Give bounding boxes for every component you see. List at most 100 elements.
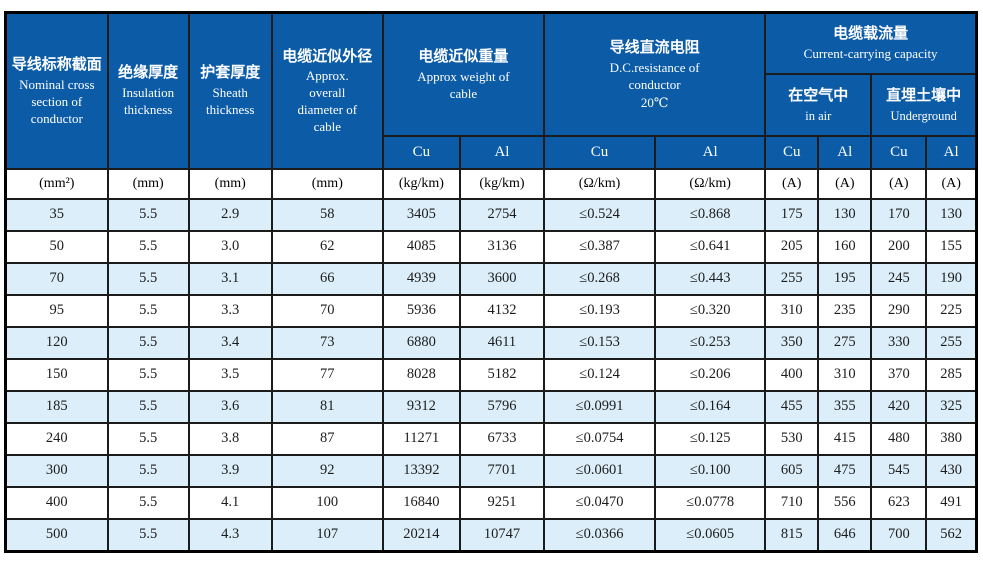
- table-cell: 5182: [458, 357, 546, 392]
- table-cell: 285: [925, 357, 978, 392]
- table-cell: 562: [925, 517, 978, 552]
- header-material-cu: Cu: [870, 134, 928, 170]
- table-cell: 235: [817, 293, 873, 328]
- table-cell: 58: [270, 197, 384, 232]
- unit-cell: (Ω/km): [654, 167, 767, 200]
- table-cell: ≤0.0991: [542, 389, 657, 424]
- header-diameter: 电缆近似外径 Approx. overall diameter of cable: [270, 11, 384, 170]
- unit-cell: (mm): [187, 167, 273, 200]
- table-cell: 5.5: [106, 197, 190, 232]
- table-cell: 170: [870, 197, 928, 232]
- table-cell: 107: [270, 517, 384, 552]
- unit-cell: (mm): [106, 167, 190, 200]
- table-cell: 175: [764, 197, 820, 232]
- header-weight-group: 电缆近似重量 Approx weight of cable: [381, 11, 546, 137]
- table-cell: 240: [4, 421, 109, 456]
- table-cell: ≤0.387: [542, 229, 657, 264]
- table-cell: 330: [870, 325, 928, 360]
- header-nominal: 导线标称截面 Nominal cross section of conducto…: [4, 11, 109, 170]
- header-underground-zh: 直埋土壤中: [886, 87, 962, 104]
- table-cell: 130: [817, 197, 873, 232]
- table-cell: 225: [925, 293, 978, 328]
- table-cell: 81: [270, 389, 384, 424]
- table-cell: 3.8: [187, 421, 273, 456]
- table-cell: 400: [764, 357, 820, 392]
- table-row: 185 5.5 3.6 81 9312 5796 ≤0.0991 ≤0.164 455 355 42…: [4, 389, 978, 424]
- table-cell: 6880: [381, 325, 461, 360]
- table-cell: ≤0.193: [542, 293, 657, 328]
- table-cell: 195: [817, 261, 873, 296]
- table-cell: 5.5: [106, 261, 190, 296]
- table-row: 400 5.5 4.1 100 16840 9251 ≤0.0470 ≤0.0778 710 55…: [4, 485, 978, 520]
- header-nominal-zh: 导线标称截面: [11, 56, 102, 74]
- header-resistance-en: D.C.resistance of conductor: [609, 59, 700, 92]
- table-cell: 16840: [381, 485, 461, 520]
- header-capacity-zh: 电缆载流量: [833, 25, 909, 43]
- table-cell: 290: [870, 293, 928, 328]
- header-resistance-temp: 20℃: [640, 94, 669, 110]
- table-cell: 415: [817, 421, 873, 456]
- table-cell: 556: [817, 485, 873, 520]
- table-cell: 7701: [458, 453, 546, 488]
- table-cell: 420: [870, 389, 928, 424]
- header-material-al: Al: [817, 134, 873, 170]
- unit-cell: (kg/km): [458, 167, 546, 200]
- table-cell: 13392: [381, 453, 461, 488]
- table-cell: 95: [4, 293, 109, 328]
- table-cell: 6733: [458, 421, 546, 456]
- table-cell: 3.3: [187, 293, 273, 328]
- table-cell: 5.5: [106, 421, 190, 456]
- table-cell: 325: [925, 389, 978, 424]
- table-cell: ≤0.868: [654, 197, 767, 232]
- table-cell: 3405: [381, 197, 461, 232]
- table-cell: 3.4: [187, 325, 273, 360]
- header-insulation-zh: 绝缘厚度: [118, 64, 179, 82]
- table-cell: ≤0.124: [542, 357, 657, 392]
- unit-cell: (Ω/km): [542, 167, 657, 200]
- table-cell: 73: [270, 325, 384, 360]
- table-cell: 355: [817, 389, 873, 424]
- table-cell: 5.5: [106, 389, 190, 424]
- table-row: 35 5.5 2.9 58 3405 2754 ≤0.524 ≤0.868 175 130 170 1…: [4, 197, 978, 232]
- table-cell: ≤0.164: [654, 389, 767, 424]
- header-resistance-zh: 导线直流电阻: [609, 39, 700, 57]
- header-capacity-en: Current-carrying capacity: [803, 46, 938, 62]
- header-weight-en: Approx weight of cable: [417, 68, 510, 101]
- table-cell: 3.9: [187, 453, 273, 488]
- header-weight-zh: 电缆近似重量: [418, 47, 509, 65]
- table-cell: 700: [870, 517, 928, 552]
- table-cell: 4085: [381, 229, 461, 264]
- table-cell: 8028: [381, 357, 461, 392]
- unit-row: (mm²) (mm) (mm) (mm) (kg/km) (kg/km) (Ω/…: [4, 167, 978, 200]
- unit-cell: (mm): [270, 167, 384, 200]
- header-insulation: 绝缘厚度 Insulation thickness: [106, 11, 190, 170]
- table-cell: 70: [4, 261, 109, 296]
- table-row: 50 5.5 3.0 62 4085 3136 ≤0.387 ≤0.641 205 160 200 1…: [4, 229, 978, 264]
- table-cell: 190: [925, 261, 978, 296]
- table-cell: ≤0.206: [654, 357, 767, 392]
- table-cell: 2.9: [187, 197, 273, 232]
- table-cell: ≤0.0605: [654, 517, 767, 552]
- header-sheath: 护套厚度 Sheath thickness: [187, 11, 273, 170]
- table-cell: 245: [870, 261, 928, 296]
- header-capacity-group: 电缆载流量 Current-carrying capacity: [764, 11, 978, 75]
- table-cell: 623: [870, 485, 928, 520]
- table-cell: 35: [4, 197, 109, 232]
- table-cell: 200: [870, 229, 928, 264]
- table-cell: 66: [270, 261, 384, 296]
- table-row: 70 5.5 3.1 66 4939 3600 ≤0.268 ≤0.443 255 195 245 1…: [4, 261, 978, 296]
- table-cell: 480: [870, 421, 928, 456]
- header-material-cu: Cu: [381, 134, 461, 170]
- table-cell: 275: [817, 325, 873, 360]
- table-cell: ≤0.524: [542, 197, 657, 232]
- table-cell: 300: [4, 453, 109, 488]
- table-cell: 815: [764, 517, 820, 552]
- table-cell: 4.3: [187, 517, 273, 552]
- table-cell: 646: [817, 517, 873, 552]
- header-row-1: 导线标称截面 Nominal cross section of conducto…: [4, 11, 978, 170]
- table-cell: ≤0.125: [654, 421, 767, 456]
- header-row-materials: Cu Al Cu Al Cu Al Cu Al: [6, 134, 978, 170]
- table-cell: 3.5: [187, 357, 273, 392]
- table-cell: 310: [764, 293, 820, 328]
